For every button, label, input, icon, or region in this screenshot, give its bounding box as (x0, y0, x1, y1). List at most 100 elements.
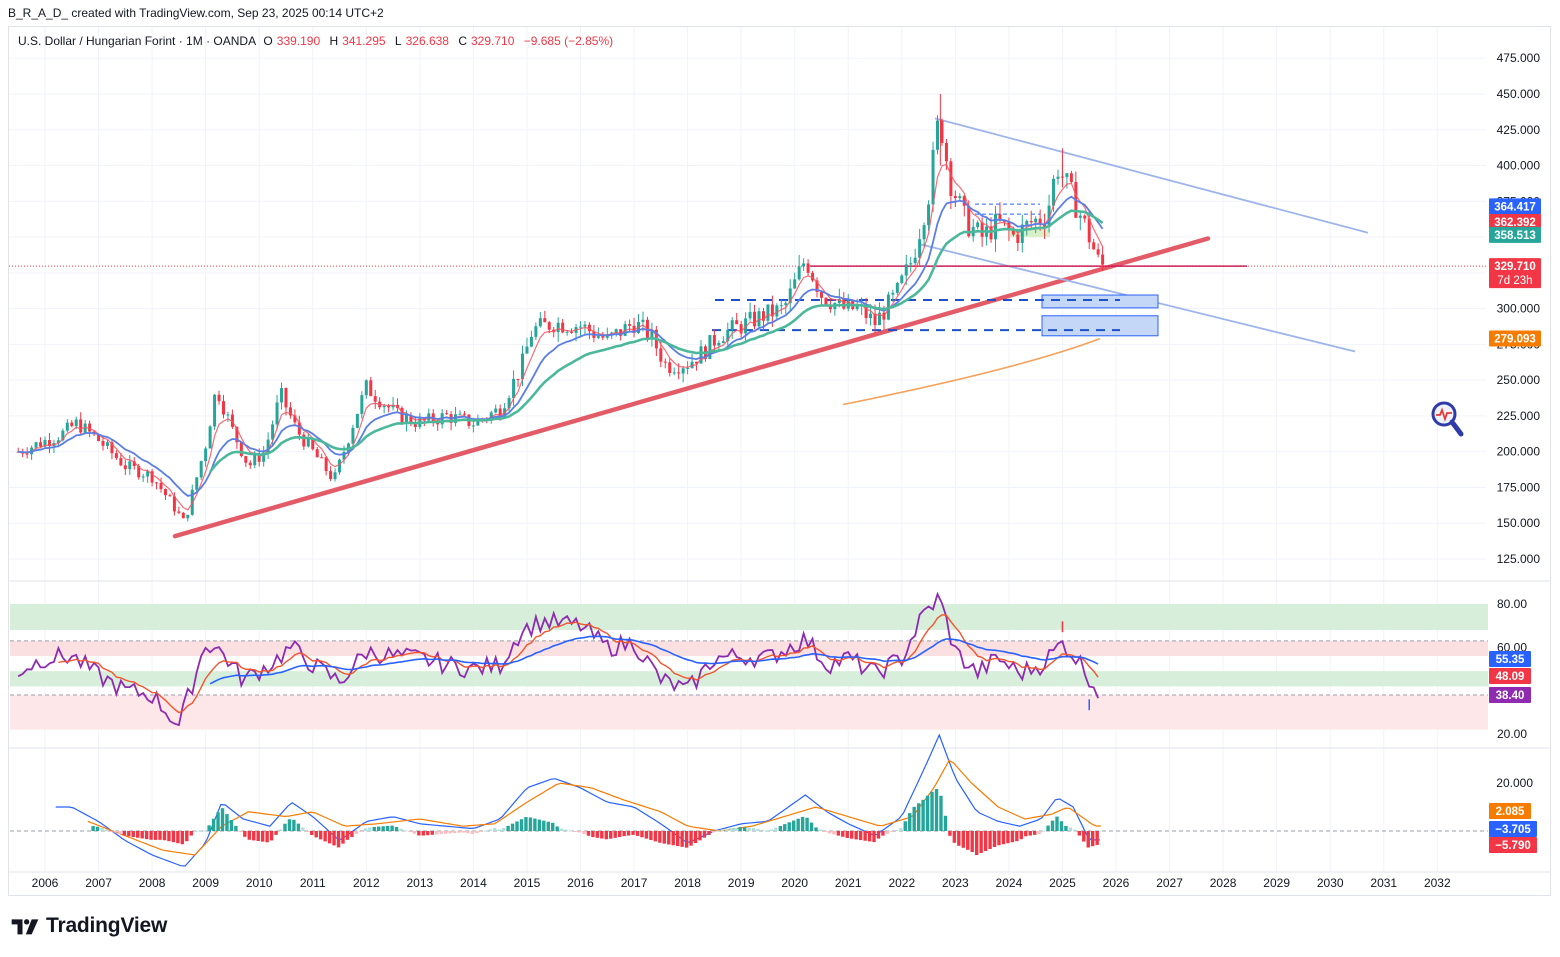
ema-long-tag-bg (1489, 330, 1541, 347)
x-tick-label: 2022 (888, 876, 915, 890)
candle-body (940, 120, 944, 143)
candle-body (338, 459, 342, 473)
macd-hist-bar (850, 831, 854, 839)
candle-body (869, 313, 873, 319)
macd-hist-bar (136, 831, 140, 838)
macd-hist-bar (555, 826, 559, 831)
candle-body (909, 263, 913, 265)
x-tick-label: 2012 (353, 876, 380, 890)
candle-body (761, 311, 765, 321)
macd-hist-bar (1086, 831, 1090, 848)
candle-body (262, 452, 266, 462)
candle-body (1052, 178, 1056, 206)
candle-body (900, 275, 904, 283)
macd-hist-bar (653, 831, 658, 842)
macd-hist-bar (814, 827, 818, 831)
macd-hist-bar (774, 827, 778, 831)
x-tick-label: 2026 (1103, 876, 1130, 890)
macd-hist-bar (551, 822, 555, 831)
macd-hist-bar (939, 795, 943, 831)
macd-hist-bar (809, 822, 814, 831)
candle-body (779, 305, 783, 307)
candle-body (1043, 223, 1047, 227)
candle-body (168, 495, 172, 497)
macd-hist-bar (292, 819, 296, 831)
macd-hist-bar (1090, 831, 1095, 847)
candle-body (391, 404, 395, 408)
rsi-slow-tag: 55.35 (1496, 654, 1525, 666)
macd-hist-bar (747, 827, 751, 831)
macd-hist-bar (524, 817, 528, 831)
macd-hist-bar (617, 831, 622, 837)
macd-hist-bar (885, 831, 890, 834)
macd-hist-bar (533, 818, 537, 831)
x-tick-label: 2018 (674, 876, 701, 890)
macd-hist-bar (1068, 827, 1073, 831)
rsi-ma-tag-bg (1489, 668, 1531, 684)
rising-trendline[interactable] (172, 236, 1211, 539)
macd-hist-bar (756, 828, 760, 831)
macd-hist-bar (742, 827, 747, 831)
rsi-tick-label: 60.00 (1497, 640, 1527, 654)
x-tick-label: 2016 (567, 876, 594, 890)
candle-body (918, 239, 922, 258)
macd-hist-bar (207, 825, 211, 831)
macd-hist-bar (925, 795, 930, 831)
macd-hist-bar (100, 828, 104, 831)
candle-body (717, 342, 721, 346)
rsi-slow-tag-bg (1489, 651, 1531, 667)
macd-hist-bar (689, 831, 693, 846)
y-tick-label: 175.000 (1497, 480, 1541, 494)
candle-body (387, 405, 391, 408)
candle-body (65, 422, 69, 431)
macd-hist-bar (805, 817, 809, 831)
macd-hist-bar (318, 831, 323, 840)
macd-hist-bar (171, 831, 176, 843)
candle-body (632, 325, 636, 333)
candle-body (1007, 221, 1011, 231)
candle-body (529, 336, 533, 347)
highlight-zone (1010, 228, 1050, 238)
last-price-tag: 329.710 (1494, 261, 1536, 273)
macd-hist-bar (167, 831, 171, 842)
macd-hist-bar (323, 831, 327, 842)
candle-body (815, 280, 819, 292)
macd-hist-bar (1055, 816, 1059, 831)
support-zone-upper[interactable] (1041, 294, 1159, 309)
candle-body (735, 320, 739, 325)
macd-hist-bar (1006, 831, 1010, 844)
macd-hist-bar (818, 829, 823, 831)
drawing-shapes (9, 117, 1486, 539)
symbol-legend[interactable]: U.S. Dollar / Hungarian Forint · 1M · OA… (18, 34, 619, 48)
signal-tag-bg (1489, 821, 1537, 837)
candle-body (400, 407, 404, 424)
macd-hist-bar (577, 831, 582, 833)
ema-slow-line (209, 209, 1104, 473)
rsi-ma-tag: 48.09 (1496, 671, 1525, 683)
macd-hist-bar (229, 819, 234, 831)
candle-body (324, 457, 328, 472)
macd-hist-bar (631, 831, 635, 835)
macd-hist-bar (269, 831, 274, 841)
macd-hist-bar (1041, 830, 1046, 832)
candle-body (163, 489, 167, 496)
macd-hist-bar (948, 831, 952, 836)
channel-upper-line[interactable] (934, 117, 1369, 234)
macd-hist-bar (1050, 820, 1055, 831)
candle-body (663, 361, 667, 363)
macd-hist-bar (899, 828, 903, 831)
candle-body (686, 367, 690, 369)
zoom-analysis-icon[interactable] (1428, 400, 1464, 440)
candle-body (864, 304, 868, 319)
ema-fast-tag-bg (1489, 214, 1541, 231)
macd-hist-bar (448, 831, 452, 834)
support-zone-lower[interactable] (1041, 315, 1159, 337)
tradingview-branding[interactable]: TradingView (10, 914, 167, 938)
candle-body (922, 225, 926, 240)
x-tick-label: 2020 (781, 876, 808, 890)
candle-body (739, 324, 743, 334)
macd-hist-bar (823, 831, 827, 832)
macd-hist-bar (452, 831, 457, 834)
candle-body (1016, 234, 1020, 243)
